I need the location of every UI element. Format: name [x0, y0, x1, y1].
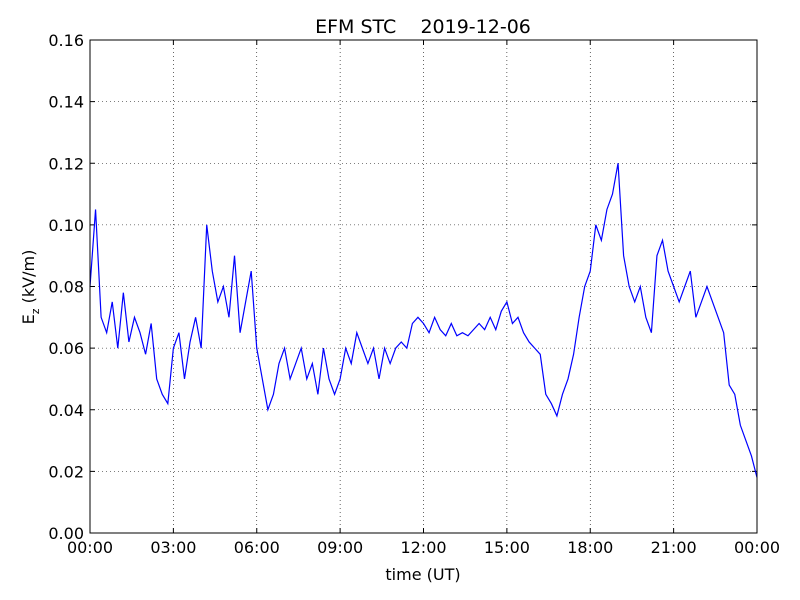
y-axis-label: Ez (kV/m): [19, 250, 42, 325]
chart-title: EFM STC 2019-12-06: [315, 16, 531, 38]
y-tick-label: 0.12: [48, 154, 84, 173]
x-tick-label: 09:00: [317, 538, 363, 557]
x-tick-label: 00:00: [67, 538, 113, 557]
y-tick-label: 0.08: [48, 278, 84, 297]
x-tick-label: 21:00: [651, 538, 697, 557]
plot-frame: [89, 39, 758, 534]
y-label-rest: (kV/m): [19, 250, 38, 309]
y-tick-label: 0.14: [48, 93, 84, 112]
x-tick-label: 18:00: [567, 538, 613, 557]
y-tick-label: 0.10: [48, 216, 84, 235]
data-line: [89, 163, 758, 478]
y-label-base: E: [19, 314, 38, 324]
x-tick-label: 12:00: [400, 538, 446, 557]
x-axis-label: time (UT): [385, 565, 460, 584]
y-tick-label: 0.04: [48, 401, 84, 420]
x-tick-label: 15:00: [484, 538, 530, 557]
y-label-subscript: z: [29, 308, 42, 314]
x-tick-label: 00:00: [734, 538, 780, 557]
x-tick-label: 03:00: [150, 538, 196, 557]
y-tick-label: 0.02: [48, 462, 84, 481]
y-tick-label: 0.06: [48, 339, 84, 358]
y-tick-label: 0.00: [48, 524, 84, 543]
y-tick-label: 0.16: [48, 31, 84, 50]
x-tick-label: 06:00: [234, 538, 280, 557]
